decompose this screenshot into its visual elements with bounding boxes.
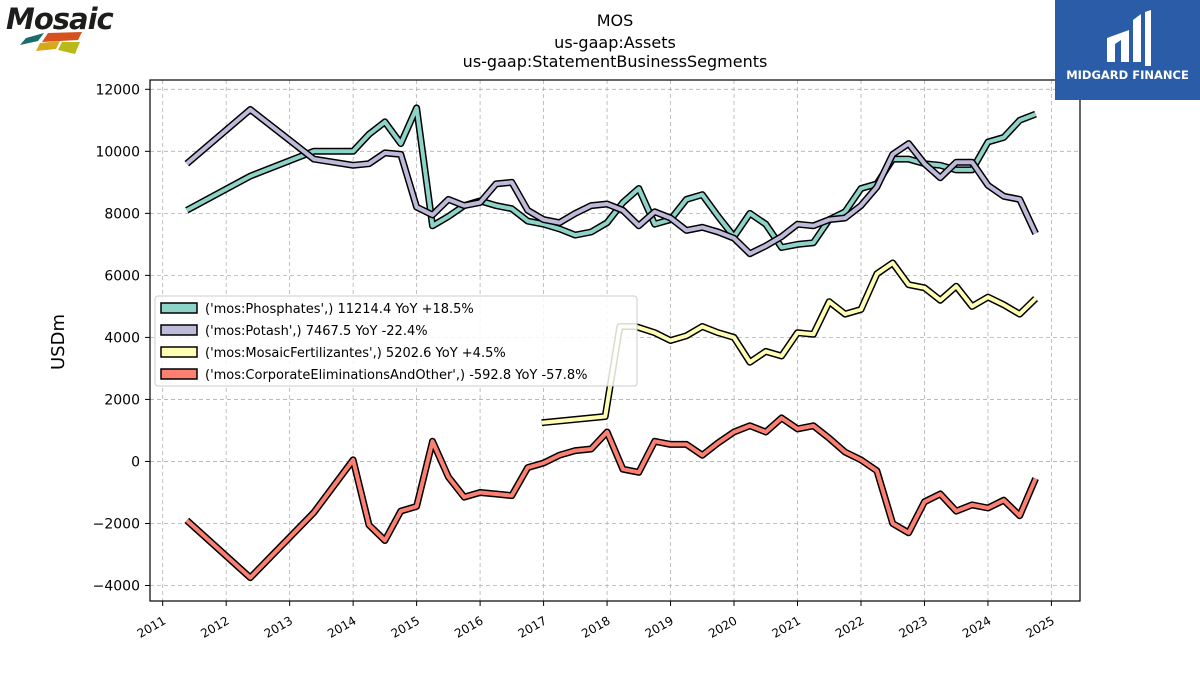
x-tick-label: 2020	[706, 613, 739, 640]
title-line-3: us-gaap:StatementBusinessSegments	[463, 52, 768, 71]
y-tick-label: −2000	[93, 516, 140, 532]
series-line-stroke	[541, 261, 1037, 425]
legend: ('mos:Phosphates',) 11214.4 YoY +18.5% ('…	[154, 295, 638, 387]
y-axis-label: USDm	[48, 314, 69, 370]
series-line-3	[184, 414, 1039, 582]
plot-frame	[149, 79, 1081, 602]
mosaic-logo-tiles-icon	[20, 32, 82, 54]
y-tick-label: 12000	[95, 82, 140, 98]
series-group	[184, 104, 1039, 582]
legend-entry-label: ('mos:MosaicFertilizantes',) 5202.6 YoY …	[205, 346, 506, 361]
x-tick-label: 2018	[579, 613, 612, 640]
series-line-stroke	[185, 107, 1038, 256]
midgard-emblem-icon	[1107, 10, 1151, 66]
legend-entry-label: ('mos:CorporateEliminationsAndOther',) -…	[205, 368, 587, 383]
series-line-stroke	[185, 105, 1037, 250]
legend-box	[154, 295, 638, 387]
x-tick-label: 2019	[643, 613, 676, 640]
midgard-finance-logo: MIDGARD FINANCE	[1055, 0, 1200, 100]
x-tick-label: 2017	[516, 613, 549, 640]
series-line-0	[185, 104, 1037, 251]
x-tick-label: 2025	[1023, 613, 1056, 640]
x-tick-label: 2013	[262, 613, 295, 640]
y-tick-label: 8000	[104, 206, 140, 222]
x-tick-label: 2023	[897, 613, 930, 640]
legend-swatch	[160, 324, 198, 336]
x-tick-label: 2015	[389, 613, 422, 640]
title-line-2: us-gaap:Assets	[554, 33, 676, 52]
y-axis-ticks: −4000 −2000 0 2000 4000 6000 8000 10000 12000	[93, 82, 150, 594]
x-tick-label: 2011	[135, 613, 168, 640]
y-tick-label: 4000	[104, 330, 140, 346]
series-line-stroke	[185, 416, 1038, 580]
legend-entry-label: ('mos:Phosphates',) 11214.4 YoY +18.5%	[205, 302, 474, 317]
x-tick-label: 2014	[325, 613, 358, 640]
y-tick-label: 2000	[104, 392, 140, 408]
chart-title: MOS us-gaap:Assets us-gaap:StatementBusi…	[463, 11, 768, 71]
y-tick-label: −4000	[93, 578, 140, 594]
x-tick-label: 2021	[770, 613, 803, 640]
series-line-outline	[185, 104, 1037, 251]
title-line-1: MOS	[597, 11, 634, 30]
legend-swatch	[160, 302, 198, 314]
x-tick-label: 2022	[833, 613, 866, 640]
series-line-outline	[184, 106, 1039, 258]
y-tick-label: 10000	[95, 144, 140, 160]
x-tick-label: 2016	[452, 613, 485, 640]
mosaic-logo: Mosaic	[4, 2, 134, 62]
x-tick-label: 2024	[960, 613, 993, 640]
x-axis-ticks: 2011 2012 2013 2014 2015 2016 2017 2018 2019 2020…	[135, 601, 1057, 641]
x-tick-label: 2012	[198, 613, 231, 640]
legend-swatch	[160, 346, 198, 358]
y-tick-label: 0	[131, 454, 140, 470]
y-tick-label: 6000	[104, 268, 140, 284]
series-line-1	[184, 106, 1039, 258]
series-line-2	[541, 259, 1039, 427]
midgard-finance-wordmark: MIDGARD FINANCE	[1066, 68, 1189, 82]
legend-entry-label: ('mos:Potash',) 7467.5 YoY -22.4%	[205, 324, 428, 339]
mosaic-logo-wordmark: Mosaic	[6, 2, 114, 36]
legend-swatch	[160, 368, 198, 380]
